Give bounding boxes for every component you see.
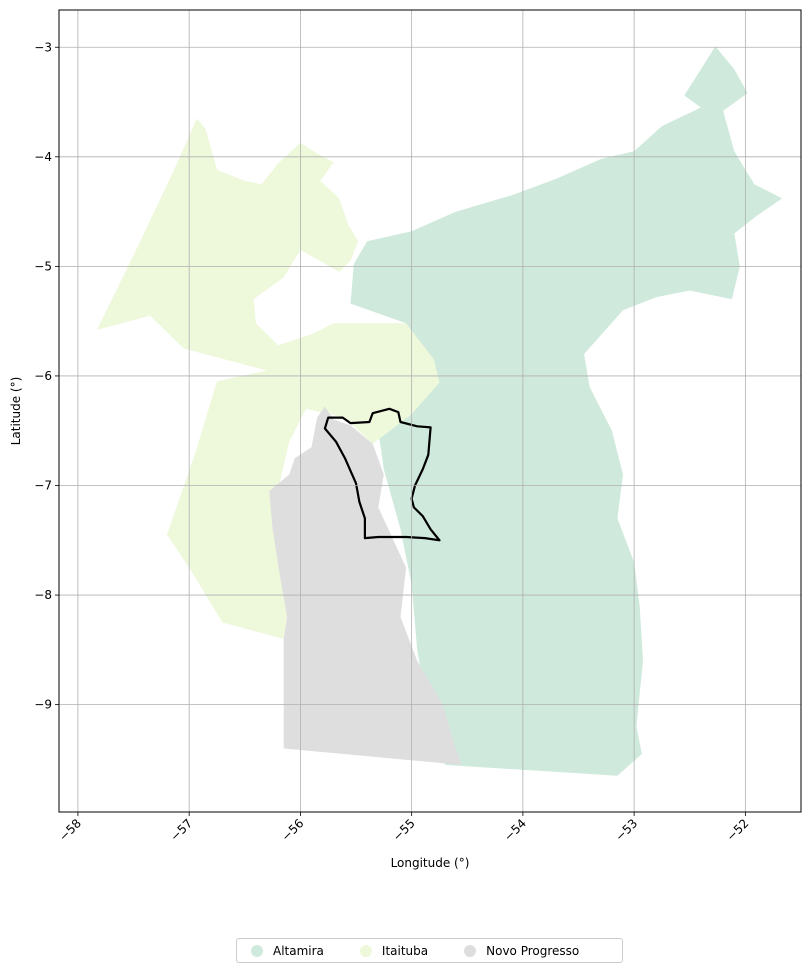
y-tick-label: −5 (34, 259, 52, 273)
legend-label: Novo Progresso (486, 943, 580, 958)
y-tick-label: −7 (34, 479, 52, 493)
legend: Altamira Itaituba Novo Progresso (236, 938, 623, 963)
y-tick-label: −9 (34, 698, 52, 712)
grid-layer (59, 10, 801, 812)
y-tick-label: −4 (34, 150, 52, 164)
legend-label: Itaituba (381, 943, 429, 958)
x-tick-label: −53 (612, 816, 640, 844)
y-axis-label: Latitude (°) (9, 377, 23, 446)
x-tick-label: −57 (167, 816, 195, 844)
x-axis-ticks: −58 −57 −56 −55 −54 −53 −52 (56, 812, 751, 844)
legend-swatch (251, 944, 263, 957)
x-tick-label: −55 (390, 816, 418, 844)
x-tick-label: −52 (724, 816, 752, 844)
x-axis-label: Longitude (°) (391, 856, 470, 870)
legend-item-novo-progresso: Novo Progresso (450, 944, 579, 958)
region-novo-progresso (269, 406, 462, 765)
y-axis-ticks: −3 −4 −5 −6 −7 −8 −9 (34, 40, 59, 712)
legend-item-altamira: Altamira (237, 944, 324, 958)
region-itaituba (96, 118, 440, 639)
outline-layer (323, 407, 441, 542)
x-tick-label: −56 (279, 816, 307, 844)
regions-layer (96, 46, 783, 776)
y-tick-label: −3 (34, 40, 52, 54)
region-altamira (350, 46, 783, 776)
plot-frame (58, 9, 802, 813)
y-tick-label: −6 (34, 369, 52, 383)
legend-item-itaituba: Itaituba (346, 944, 428, 958)
legend-swatch (464, 944, 477, 957)
x-tick-label: −58 (56, 816, 84, 844)
study-area-outline (323, 407, 441, 542)
x-tick-label: −54 (501, 816, 529, 844)
y-tick-label: −8 (34, 588, 52, 602)
legend-swatch (359, 944, 372, 957)
legend-label: Altamira (273, 943, 324, 958)
